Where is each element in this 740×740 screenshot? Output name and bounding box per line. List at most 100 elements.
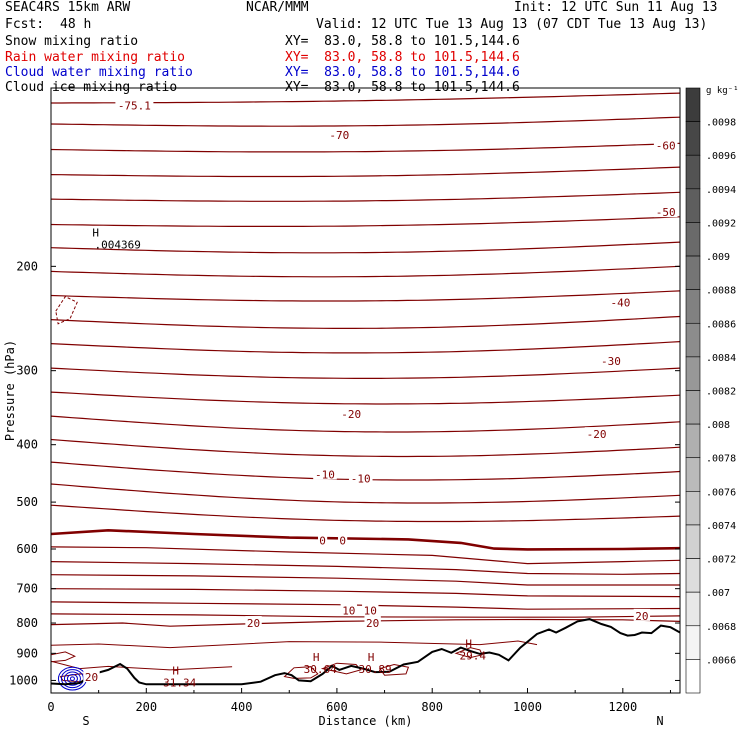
- colorbar-swatch: [685, 558, 701, 593]
- colorbar-tick-label: .0096: [706, 151, 736, 162]
- colorbar-tick-label: .0092: [706, 218, 736, 229]
- colorbar-swatch: [685, 423, 701, 459]
- y-axis-label: Pressure (hPa): [3, 340, 17, 441]
- cloud-water-contour: [57, 666, 87, 691]
- field-name-cloud-water: Cloud water mixing ratio: [5, 65, 193, 80]
- isotherm-line: [51, 265, 680, 278]
- colorbar-tick-label: .0078: [706, 454, 736, 465]
- x-tick-label: 600: [326, 700, 348, 714]
- isotherm-line: [51, 216, 680, 227]
- plot-frame: [50, 87, 681, 694]
- closed-contour: [283, 666, 319, 679]
- temp-max-marker: H: [465, 638, 472, 651]
- colorbar-swatch: [685, 87, 701, 122]
- colorbar-swatch: [685, 591, 701, 627]
- colorbar-swatch: [685, 457, 701, 492]
- isotherm-label-bg: [584, 427, 609, 440]
- colorbar-swatch: [685, 659, 701, 694]
- isotherm-label: -10: [351, 472, 371, 485]
- colorbar-swatch: [685, 390, 701, 425]
- colorbar-swatch: [685, 289, 701, 324]
- x-axis-label: Distance (km): [319, 714, 413, 728]
- field-name-rain: Rain water mixing ratio: [5, 50, 186, 65]
- colorbar-tick-label: .008: [706, 420, 730, 431]
- colorbar-tick-label: .0072: [706, 555, 736, 566]
- colorbar-tick-label: .009: [706, 252, 730, 263]
- isotherm-label-bg: [348, 471, 373, 484]
- isotherm-line: [51, 191, 680, 202]
- colorbar-swatch: [685, 222, 701, 257]
- x-tick-label: 200: [135, 700, 157, 714]
- colorbar-tick-label: .0074: [706, 521, 736, 532]
- temp-max-value: 30.89: [358, 663, 391, 676]
- isotherm-line: [51, 142, 680, 153]
- isotherm-line: [51, 290, 680, 302]
- isotherm-label-bg: [318, 533, 328, 546]
- isotherm-label: -40: [610, 296, 630, 309]
- isotherm-line: [51, 613, 680, 618]
- y-tick-label: 300: [16, 364, 38, 378]
- isotherm-label: -20: [587, 428, 607, 441]
- colorbar-tick-label: .0066: [706, 655, 736, 666]
- isotherm-line: [51, 166, 680, 178]
- colorbar-tick-label: .0068: [706, 622, 736, 633]
- isotherm-line: [51, 546, 680, 565]
- isotherm-line: [51, 640, 538, 649]
- isotherm-line: [51, 315, 680, 329]
- isotherm-line: [51, 588, 680, 598]
- temp-max-marker: H: [368, 651, 375, 664]
- y-tick-label: 400: [16, 438, 38, 452]
- y-tick-label: 500: [16, 495, 38, 509]
- isotherm-label-bg: [633, 608, 651, 621]
- field-xy-cloud-water: XY= 83.0, 58.8 to 101.5,144.6: [285, 65, 520, 80]
- isotherm-label: -50: [656, 206, 676, 219]
- isotherm-label-bg: [608, 295, 633, 308]
- isotherm-label-bg: [653, 205, 678, 218]
- isotherm-label-bg: [653, 138, 678, 151]
- model-title: SEAC4RS 15km ARW: [5, 0, 131, 15]
- isotherm-label: 0: [319, 534, 326, 547]
- isotherm-line: [51, 341, 680, 354]
- isotherm-line: [51, 483, 680, 504]
- closed-contour: [51, 651, 77, 663]
- forecast-hours: 48 h: [60, 17, 92, 32]
- isotherm-line: [51, 415, 680, 433]
- isotherm-line: [51, 367, 680, 379]
- colorbar-unit-label: g kg⁻¹: [706, 86, 739, 96]
- closed-contour: [454, 647, 483, 659]
- contour-layer: [51, 92, 680, 691]
- isotherm-line: [51, 660, 233, 671]
- field-name-snow: Snow mixing ratio: [5, 34, 139, 49]
- isotherm-line: [51, 574, 680, 586]
- isotherm-label: 20: [85, 671, 98, 684]
- isotherm-label-bg: [338, 533, 348, 546]
- isotherm-label-bg: [327, 127, 352, 140]
- isotherm-label: 20: [635, 610, 648, 623]
- temp-max-marker: H: [313, 651, 320, 664]
- isotherm-line: [51, 601, 680, 610]
- colorbar-tick-label: .0086: [706, 319, 736, 330]
- isotherm-line: [51, 504, 680, 523]
- north-end-label: N: [656, 714, 663, 728]
- forecast-label: Fcst:: [5, 17, 45, 32]
- y-tick-label: 200: [16, 259, 38, 273]
- isotherm-label: -60: [656, 139, 676, 152]
- isotherm-label-bg: [339, 406, 364, 419]
- colorbar-tick-label: .0094: [706, 185, 736, 196]
- isotherm-label: -20: [341, 408, 361, 421]
- y-tick-label: 600: [16, 542, 38, 556]
- isotherm-line: [51, 528, 680, 551]
- colorbar-tick-label: .0082: [706, 387, 736, 398]
- temp-max-value: 30.64: [304, 663, 337, 676]
- colorbar-tick-label: .0098: [706, 118, 736, 129]
- isotherm-label: 20: [366, 617, 379, 630]
- snow-extremum-marker: H: [92, 226, 99, 239]
- field-xy-snow: XY= 83.0, 58.8 to 101.5,144.6: [285, 34, 520, 49]
- isotherm-line: [51, 561, 680, 575]
- isotherm-label: -75.1: [118, 99, 151, 112]
- temp-max-marker: H: [172, 664, 179, 677]
- y-tick-label: 900: [16, 646, 38, 660]
- colorbar-tick-label: .0088: [706, 286, 736, 297]
- isotherm-label-bg: [245, 616, 262, 629]
